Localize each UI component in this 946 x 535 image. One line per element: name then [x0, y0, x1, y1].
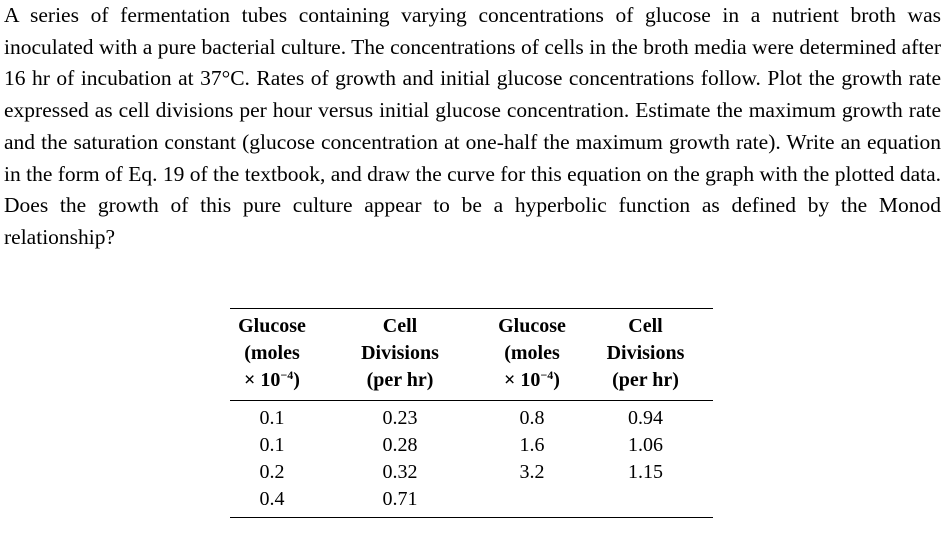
cell-divisions-value: 0.94 [628, 407, 663, 429]
cell-divisions-value: 1.06 [628, 434, 663, 456]
table-row: 0.1 0.28 1.6 1.06 [230, 432, 713, 459]
table-header-row: Glucose (moles × 10−4) Cell Divisions (p… [230, 308, 713, 401]
glucose-value [486, 486, 578, 518]
glucose-value: 0.8 [519, 407, 545, 429]
cell-divisions-value: 1.15 [628, 461, 663, 483]
problem-statement: A series of fermentation tubes containin… [4, 3, 941, 249]
cell-divisions-value: 0.71 [382, 488, 418, 510]
glucose-value: 3.2 [519, 461, 545, 483]
glucose-value: 0.1 [259, 434, 285, 456]
glucose-value: 1.6 [519, 434, 545, 456]
table-row: 0.4 0.71 [230, 486, 713, 518]
header-cell-divisions-b: Cell Divisions (per hr) [606, 315, 685, 391]
table-row: 0.1 0.23 0.8 0.94 [230, 401, 713, 433]
glucose-value: 0.4 [259, 488, 285, 510]
header-glucose-b: Glucose (moles × 10−4) [498, 315, 566, 391]
cell-divisions-value: 0.28 [382, 434, 418, 456]
table-row: 0.2 0.32 3.2 1.15 [230, 459, 713, 486]
cell-divisions-value [578, 486, 713, 518]
glucose-value: 0.2 [259, 461, 285, 483]
cell-divisions-value: 0.32 [382, 461, 418, 483]
glucose-value: 0.1 [259, 407, 285, 429]
cell-divisions-value: 0.23 [382, 407, 418, 429]
header-glucose-a: Glucose (moles × 10−4) [238, 315, 306, 391]
header-cell-divisions-a: Cell Divisions (per hr) [361, 315, 439, 391]
glucose-growth-table: Glucose (moles × 10−4) Cell Divisions (p… [230, 308, 713, 518]
